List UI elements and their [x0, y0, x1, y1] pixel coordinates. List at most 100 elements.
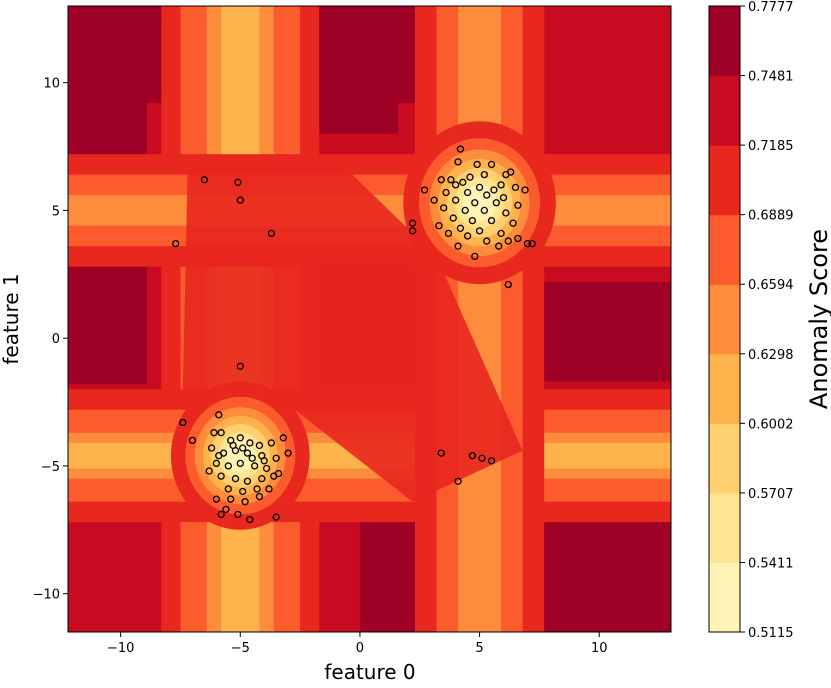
data-point — [272, 454, 280, 462]
data-point — [222, 505, 230, 514]
data-point — [246, 515, 254, 524]
data-point — [471, 199, 479, 207]
data-point — [267, 439, 276, 447]
data-point — [468, 216, 477, 225]
colorbar-tick-label: 0.5411 — [748, 556, 794, 571]
x-tick-label: 5 — [475, 641, 483, 656]
cluster-ring — [224, 439, 256, 473]
data-point — [442, 188, 450, 197]
data-point — [454, 158, 462, 166]
data-point — [236, 362, 244, 370]
y-tick-label: 0 — [52, 332, 60, 347]
data-point — [227, 495, 235, 503]
data-point — [451, 196, 460, 204]
data-point — [217, 510, 225, 519]
data-point — [255, 441, 264, 450]
data-point — [217, 472, 225, 480]
data-point — [521, 186, 529, 194]
data-point — [236, 196, 244, 204]
y-axis-label: feature 1 — [0, 273, 23, 364]
colorbar-label: Anomaly Score — [805, 229, 831, 409]
data-point — [440, 204, 448, 212]
data-point — [449, 214, 457, 222]
data-point — [284, 449, 292, 457]
level-band — [458, 6, 502, 632]
data-point — [234, 178, 242, 186]
colorbar — [709, 6, 740, 633]
y-tick-label: 10 — [43, 77, 60, 92]
colorbar-segment — [709, 6, 740, 77]
data-point — [444, 229, 453, 238]
x-tick-label: −5 — [231, 641, 250, 656]
data-point — [514, 234, 522, 243]
colorbar-tick-label: 0.6298 — [748, 348, 794, 363]
data-point — [212, 459, 221, 468]
y-tick-label: 5 — [52, 204, 60, 219]
data-point — [461, 206, 469, 215]
data-point — [246, 439, 254, 447]
x-tick-label: −10 — [107, 641, 134, 656]
data-point — [514, 201, 522, 209]
colorbar-segment — [709, 284, 740, 355]
data-point — [468, 452, 477, 460]
data-point — [437, 176, 445, 184]
data-point — [250, 462, 259, 470]
data-point — [447, 176, 455, 184]
data-point — [255, 492, 264, 501]
x-tick-label: 10 — [591, 641, 608, 656]
data-point — [475, 183, 484, 192]
data-point — [504, 237, 512, 245]
data-point — [509, 219, 517, 227]
data-point — [528, 239, 536, 248]
data-point — [241, 498, 249, 506]
data-point — [473, 160, 481, 169]
data-point — [224, 485, 232, 493]
data-point — [267, 229, 276, 238]
colorbar-tick-label: 0.7777 — [748, 0, 794, 15]
data-point — [239, 487, 247, 496]
data-point — [212, 495, 221, 503]
data-point — [478, 454, 486, 462]
data-point — [430, 196, 438, 204]
data-point — [487, 160, 496, 169]
colorbar-segment — [709, 492, 740, 563]
data-point — [483, 191, 491, 199]
colorbar-segment — [709, 214, 740, 285]
colorbar-frame — [708, 5, 741, 633]
data-point — [502, 209, 510, 217]
data-point — [497, 229, 505, 238]
level-region — [537, 281, 671, 382]
data-point — [471, 252, 479, 261]
data-point — [248, 454, 256, 462]
data-point — [205, 467, 213, 475]
colorbar-tick-label: 0.7481 — [748, 70, 794, 85]
data-point — [224, 462, 232, 470]
data-point — [466, 173, 474, 181]
colorbar-tick-label: 0.5115 — [748, 626, 794, 641]
colorbar-segment — [709, 75, 740, 146]
y-tick-label: −5 — [41, 460, 60, 475]
data-point — [483, 237, 491, 245]
data-point — [437, 449, 445, 457]
data-point — [179, 418, 187, 427]
data-point — [243, 449, 252, 457]
plot-area — [68, 6, 671, 632]
data-point — [463, 232, 472, 240]
data-point — [454, 242, 462, 250]
plot-frame — [67, 5, 672, 633]
data-point — [207, 444, 216, 452]
data-point — [480, 170, 489, 179]
data-point — [262, 464, 271, 473]
data-point — [456, 145, 465, 153]
data-point — [243, 477, 252, 485]
data-point — [253, 485, 261, 493]
data-point — [459, 178, 467, 186]
colorbar-segment — [709, 423, 740, 494]
x-tick-label: 0 — [356, 641, 364, 656]
x-axis-ticks: −10 −5 0 5 10 — [107, 632, 608, 656]
data-point — [265, 485, 273, 493]
data-point — [210, 429, 218, 437]
colorbar-ticks: 0.5115 0.5411 0.5707 0.6002 0.6298 0.6594 0.68… — [740, 0, 794, 641]
data-point — [523, 239, 532, 248]
data-point — [487, 216, 496, 225]
